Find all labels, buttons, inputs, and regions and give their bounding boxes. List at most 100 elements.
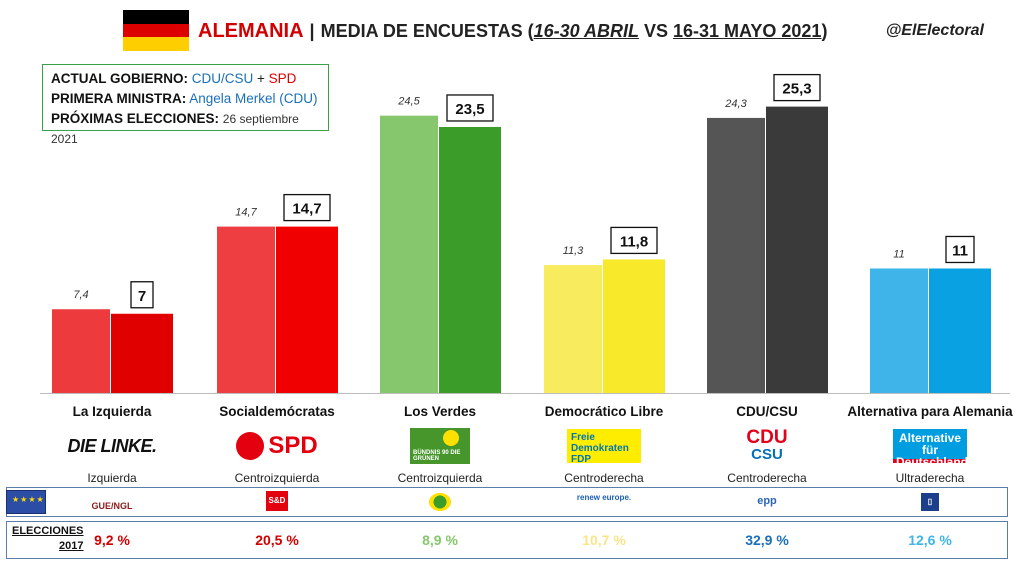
bar-curr-label-box-0 xyxy=(130,281,154,309)
party-logo-1: SPD xyxy=(217,428,337,464)
eu-group-0: GUE/NGL xyxy=(67,489,157,515)
bar-prev-label-0: 7,4 xyxy=(73,289,88,301)
eu-group-logo-4: epp xyxy=(757,495,777,507)
eu-group-logo-3: renew europe. xyxy=(576,493,632,502)
bar-curr-label-box-5 xyxy=(945,235,975,264)
bar-prev-label-5: 11 xyxy=(893,248,904,260)
pm-label: PRIMERA MINISTRA: xyxy=(51,91,187,106)
bar-prev-0 xyxy=(52,309,110,393)
bar-curr-1 xyxy=(276,226,338,393)
bar-prev-label-2: 24,5 xyxy=(397,96,420,108)
country-name: ALEMANIA xyxy=(198,20,304,42)
bar-curr-label-box-4 xyxy=(773,73,821,102)
gov-party-2: SPD xyxy=(268,71,297,86)
eu-group-logo-0: GUE/NGL xyxy=(91,501,133,511)
eu-group-logo-1: S&D xyxy=(266,491,288,511)
title-period-2: 16-31 MAYO 2021 xyxy=(673,21,822,41)
eu-group-1: S&D xyxy=(232,489,322,515)
bar-curr-4 xyxy=(766,106,828,393)
eu-group-3: renew europe. xyxy=(559,489,649,515)
info-box: ACTUAL GOBIERNO: CDU/CSU + SPD PRIMERA M… xyxy=(42,64,329,146)
bar-curr-0 xyxy=(111,313,173,393)
bar-curr-label-box-1 xyxy=(283,193,331,222)
party-logo-5: Alternative für Deutschland xyxy=(870,428,990,468)
eu-flag-icon xyxy=(6,490,46,514)
bar-curr-label-0: 7 xyxy=(138,288,146,305)
bar-curr-label-3: 11,8 xyxy=(620,233,648,250)
category-label-2: Los Verdes xyxy=(403,404,477,419)
ideology-label-2: Centroizquierda xyxy=(397,471,483,485)
category-label-0: La Izquierda xyxy=(72,404,152,419)
title-prefix: MEDIA DE ENCUESTAS ( xyxy=(320,21,534,41)
elections-2017-value-2: 8,9 % xyxy=(422,532,458,548)
sunflower-icon xyxy=(443,430,459,446)
flag-stripe-gold xyxy=(123,37,189,51)
pm-value: Angela Merkel (CDU) xyxy=(189,91,318,106)
gov-plus: + xyxy=(253,71,269,86)
bar-curr-label-5: 11 xyxy=(952,242,968,259)
elections-2017-row xyxy=(6,521,1008,559)
elections-2017-value-4: 32,9 % xyxy=(745,532,789,548)
bar-prev-5 xyxy=(870,268,928,393)
bar-curr-label-4: 25,3 xyxy=(782,81,811,98)
next-election-value: 26 septiembre 2021 xyxy=(51,112,299,146)
source-handle: @ElElectoral xyxy=(885,22,984,39)
bar-prev-label-4: 24,3 xyxy=(724,98,747,110)
bar-curr-3 xyxy=(603,259,665,393)
page-title: ALEMANIA | MEDIA DE ENCUESTAS (16-30 ABRIL… xyxy=(198,20,827,43)
elections-2017-label: ELECCIONES 2017 xyxy=(12,524,84,554)
bar-prev-3 xyxy=(544,265,602,393)
elections-2017-value-5: 12,6 % xyxy=(908,532,952,548)
poll-bar-chart: 7,4 7 14,7 14,7 24,5 23,5 11,3 11,8 24,3 25,3 11 11 xyxy=(40,73,1010,394)
party-logo-0: DIE LINKE. xyxy=(67,435,157,456)
gov-line: ACTUAL GOBIERNO: CDU/CSU + SPD xyxy=(51,69,320,89)
title-period-1: 16-30 ABRIL xyxy=(533,21,639,41)
germany-flag xyxy=(123,10,189,51)
eu-group-5: ▯ xyxy=(885,489,975,515)
gov-party-1: CDU/CSU xyxy=(191,71,254,86)
category-label-3: Democrático Libre xyxy=(544,404,664,419)
bar-prev-1 xyxy=(217,226,275,393)
eu-group-4: epp xyxy=(722,489,812,515)
elections-2017-value-1: 20,5 % xyxy=(255,532,299,548)
ideology-label-3: Centroderecha xyxy=(564,471,644,485)
title-vs: VS xyxy=(638,21,673,41)
identity-democracy-icon: ▯ xyxy=(927,497,933,506)
title-separator: | xyxy=(309,21,315,41)
bar-prev-label-3: 11,3 xyxy=(563,245,584,257)
flag-stripe-red xyxy=(123,23,189,38)
bar-curr-label-2: 23,5 xyxy=(455,101,484,118)
title-suffix: ) xyxy=(821,21,828,41)
ideology-label-4: Centroderecha xyxy=(727,471,807,485)
bar-prev-4 xyxy=(707,117,765,393)
elections-label-line1: ELECCIONES xyxy=(12,525,84,537)
rose-icon xyxy=(236,432,265,460)
bar-curr-label-box-2 xyxy=(446,94,494,122)
pm-line: PRIMERA MINISTRA: Angela Merkel (CDU) xyxy=(51,89,320,109)
party-logo-4: CDU CSU xyxy=(746,427,788,463)
bar-prev-2 xyxy=(380,115,438,393)
next-election-label: PRÓXIMAS ELECCIONES: xyxy=(51,111,220,126)
category-label-4: CDU/CSU xyxy=(736,404,798,419)
elections-label-line2: 2017 xyxy=(59,540,84,552)
ideology-label-1: Centroizquierda xyxy=(234,471,320,485)
category-label-5: Alternativa para Alemania xyxy=(847,404,1013,419)
bar-prev-label-1: 14,7 xyxy=(235,207,257,219)
flag-stripe-black xyxy=(123,10,189,24)
eu-group-2 xyxy=(395,489,485,515)
bar-curr-label-1: 14,7 xyxy=(292,201,321,218)
category-label-1: Socialdemócratas xyxy=(219,404,335,419)
eu-group-logo-5: ▯ xyxy=(921,493,939,511)
elections-2017-value-0: 9,2 % xyxy=(94,532,130,548)
gov-label: ACTUAL GOBIERNO: xyxy=(51,71,188,86)
next-election-line: PRÓXIMAS ELECCIONES: 26 septiembre 2021 xyxy=(51,109,320,149)
greens-efa-icon xyxy=(429,493,451,511)
eu-group-logo-2 xyxy=(395,489,485,514)
party-logo-2: BÜNDNIS 90 DIE GRÜNEN xyxy=(380,428,500,464)
bar-curr-label-box-3 xyxy=(610,226,658,255)
bar-curr-5 xyxy=(929,268,991,393)
ideology-label-0: Izquierda xyxy=(87,471,137,485)
party-logo-3: Freie Demokraten FDP xyxy=(544,428,664,465)
elections-2017-value-3: 10,7 % xyxy=(582,532,626,548)
bar-curr-2 xyxy=(439,126,501,393)
